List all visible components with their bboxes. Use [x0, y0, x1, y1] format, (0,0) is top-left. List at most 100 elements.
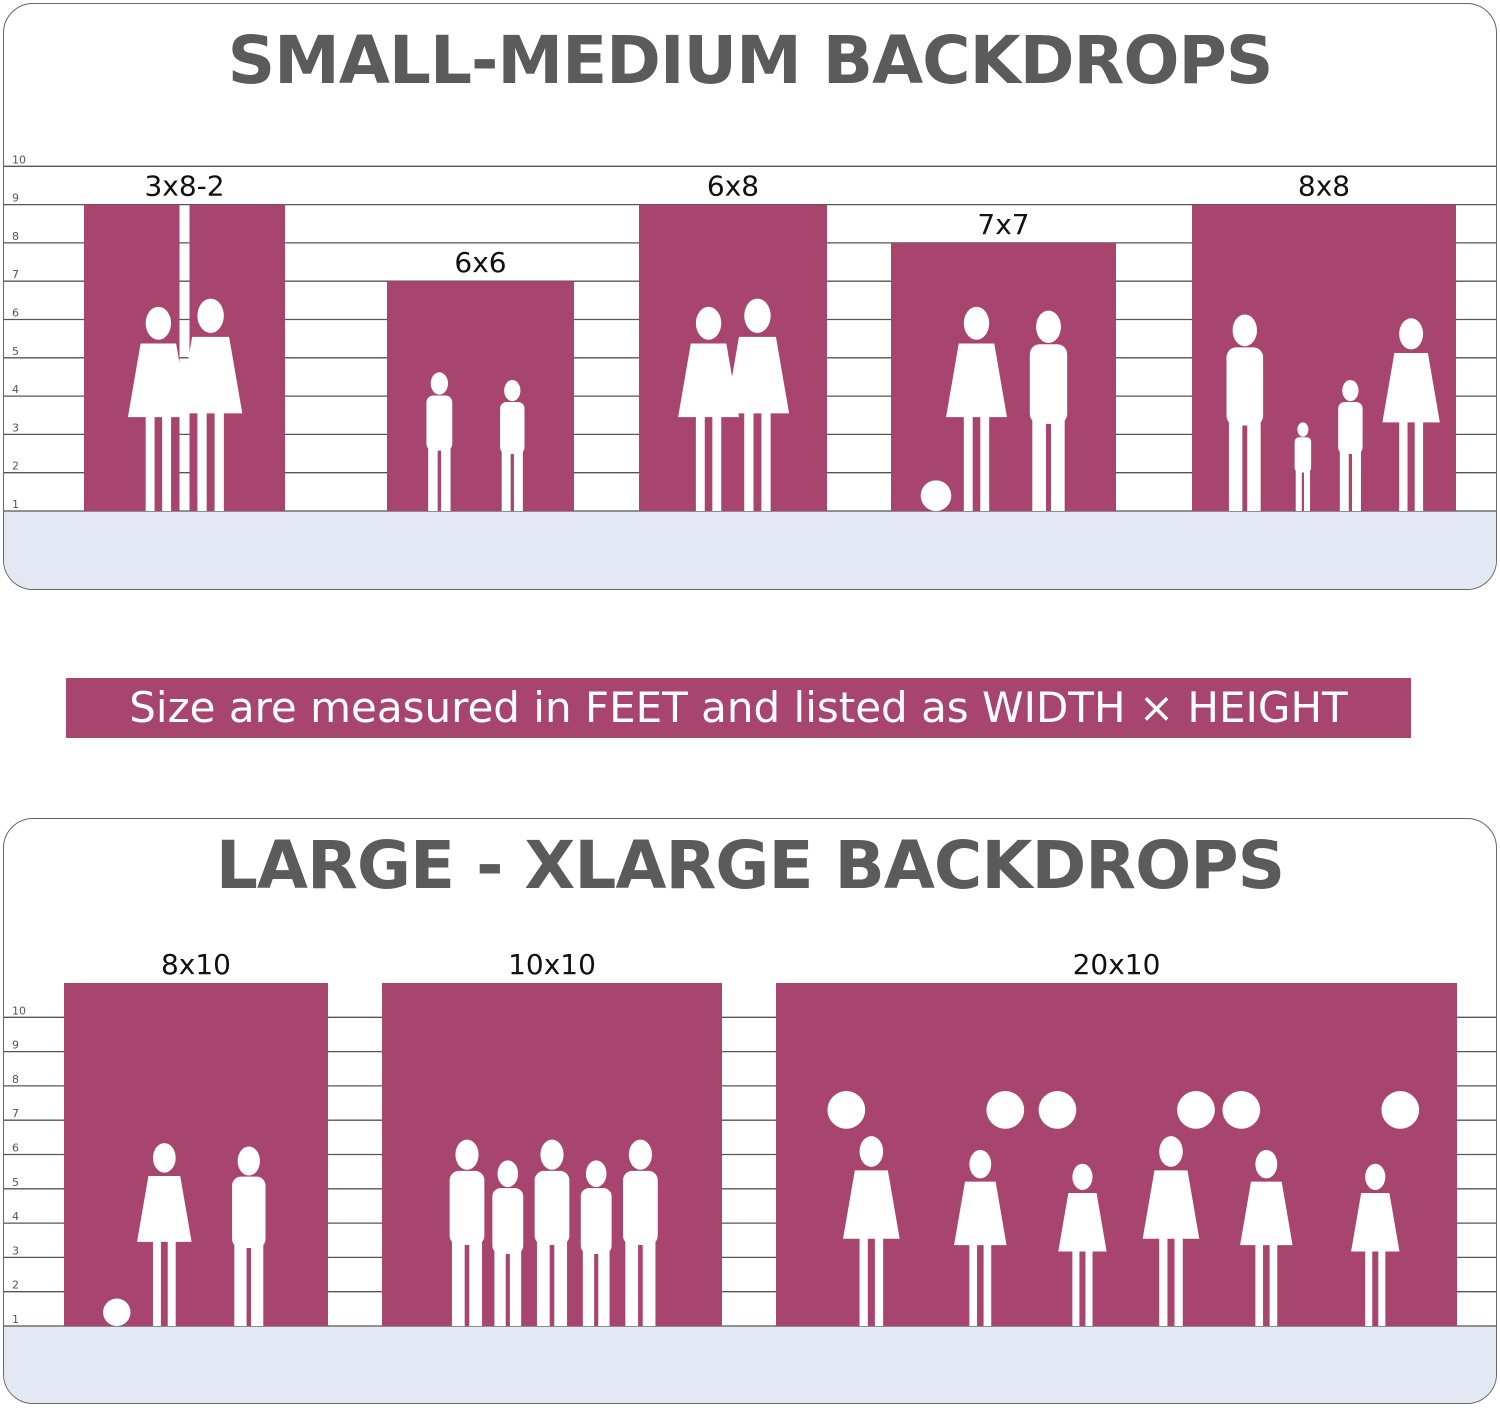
- pompom-icon: [827, 1091, 866, 1129]
- axis-tick-label: 3: [12, 421, 19, 434]
- pompom-icon: [986, 1091, 1025, 1129]
- axis-tick-label: 9: [12, 1039, 19, 1052]
- silhouette-leg: [1269, 1242, 1278, 1326]
- panel-title: LARGE - XLARGE BACKDROPS: [215, 827, 1285, 904]
- silhouette-leg: [874, 1236, 884, 1326]
- silhouette-head: [504, 379, 521, 402]
- axis-tick-label: 1: [12, 498, 19, 511]
- silhouette-body: [500, 401, 525, 455]
- silhouette-leg: [1255, 1242, 1264, 1326]
- silhouette-leg: [554, 1240, 568, 1326]
- backdrop-rect: [64, 983, 328, 1326]
- silhouette-head: [237, 1146, 260, 1176]
- silhouette-leg: [980, 414, 990, 511]
- axis-tick-label: 7: [12, 1107, 19, 1120]
- pompom-icon: [1177, 1091, 1215, 1129]
- silhouette-leg: [1174, 1236, 1183, 1326]
- silhouette-head: [695, 306, 722, 340]
- backdrop-6x6: [387, 281, 574, 511]
- silhouette-head: [585, 1160, 607, 1188]
- axis-tick-label: 3: [12, 1244, 19, 1257]
- silhouette-head: [1365, 1163, 1386, 1190]
- axis-tick-label: 9: [12, 192, 19, 205]
- silhouette-head: [744, 298, 771, 333]
- silhouette-leg: [214, 410, 224, 511]
- silhouette-leg: [969, 1242, 978, 1326]
- axis-tick-label: 4: [12, 383, 19, 396]
- silhouette-head: [969, 1149, 992, 1179]
- silhouette-leg: [582, 1249, 595, 1326]
- silhouette-body: [137, 1176, 192, 1242]
- bicycle-wheel-icon: [920, 480, 952, 511]
- backdrop-rect: [639, 204, 827, 511]
- silhouette-head: [540, 1139, 564, 1170]
- silhouette-body: [1338, 401, 1363, 455]
- silhouette-leg: [428, 447, 438, 511]
- backdrop-8x10: [64, 983, 328, 1326]
- axis-tick-label: 5: [12, 1176, 19, 1189]
- backdrop-size-label: 8x8: [1298, 170, 1350, 203]
- silhouette-head: [1342, 379, 1359, 402]
- silhouette-leg: [598, 1249, 610, 1326]
- silhouette-head: [1036, 310, 1061, 343]
- backdrop-rect: [387, 281, 574, 511]
- silhouette-head: [963, 306, 990, 340]
- silhouette-body: [127, 343, 189, 418]
- backdrop-8x8: [1192, 204, 1456, 511]
- silhouette-body: [623, 1170, 658, 1245]
- axis-tick-label: 2: [12, 460, 19, 473]
- axis-tick-label: 4: [12, 1210, 19, 1223]
- silhouette-leg: [1399, 420, 1408, 511]
- silhouette-body: [492, 1188, 524, 1254]
- silhouette-leg: [145, 414, 155, 511]
- silhouette-leg: [1303, 470, 1311, 511]
- backdrop-6x8: [639, 204, 827, 511]
- units-banner: Size are measured in FEET and listed as …: [66, 678, 1411, 738]
- silhouette-head: [430, 372, 448, 395]
- axis-tick-label: 2: [12, 1279, 19, 1292]
- silhouette-leg: [1032, 418, 1047, 511]
- pompom-icon: [1038, 1091, 1077, 1129]
- backdrop-size-label: 20x10: [1073, 948, 1161, 981]
- silhouette-leg: [167, 1239, 176, 1326]
- silhouette-leg: [152, 1239, 161, 1326]
- large-xlarge-panel: LARGE - XLARGE BACKDROPS 1 2 3 4 5 6 7 8 9 10 8x10…: [3, 818, 1497, 1404]
- silhouette-leg: [761, 410, 771, 511]
- pompom-icon: [1381, 1091, 1420, 1129]
- silhouette-leg: [1339, 450, 1349, 511]
- silhouette-body: [678, 343, 740, 418]
- silhouette-body: [843, 1170, 900, 1239]
- silhouette-head: [1297, 422, 1309, 437]
- silhouette-body: [1240, 1181, 1293, 1246]
- size-chart: 1 2 3 4 5 6 7 8 9 10 3x8-2 6x6 6x8 7x7 8x8: [4, 153, 1496, 589]
- floor: [4, 1326, 1496, 1403]
- silhouette-body: [1294, 437, 1312, 473]
- axis-tick-label: 8: [12, 1073, 19, 1086]
- small-medium-panel: SMALL-MEDIUM BACKDROPS 1 2 3 4 5 6 7 8 9 10 3x8-2 6…: [3, 3, 1497, 590]
- backdrop-size-label: 7x7: [977, 208, 1029, 241]
- silhouette-head: [628, 1139, 652, 1170]
- silhouette-body: [178, 336, 243, 414]
- axis-tick-label: 6: [12, 307, 19, 320]
- bicycle-wheel-icon: [103, 1298, 131, 1326]
- axis-tick-label: 5: [12, 345, 19, 358]
- silhouette-leg: [509, 1249, 522, 1326]
- silhouette-leg: [1050, 418, 1065, 511]
- silhouette-leg: [1295, 470, 1302, 511]
- backdrop-10x10: [382, 983, 722, 1326]
- silhouette-body: [534, 1170, 570, 1245]
- silhouette-head: [859, 1136, 884, 1167]
- silhouette-leg: [494, 1249, 506, 1326]
- axis-tick-label: 10: [12, 1004, 26, 1017]
- size-chart: 1 2 3 4 5 6 7 8 9 10 8x10 10x10 20x10: [4, 948, 1496, 1403]
- silhouette-body: [1029, 344, 1068, 424]
- silhouette-leg: [1378, 1249, 1386, 1326]
- silhouette-body: [954, 1181, 1007, 1246]
- backdrop-rect: [891, 242, 1116, 511]
- silhouette-leg: [695, 414, 705, 511]
- silhouette-body: [1142, 1170, 1200, 1239]
- silhouette-leg: [1352, 450, 1361, 511]
- silhouette-leg: [441, 447, 451, 511]
- axis-tick-label: 6: [12, 1142, 19, 1155]
